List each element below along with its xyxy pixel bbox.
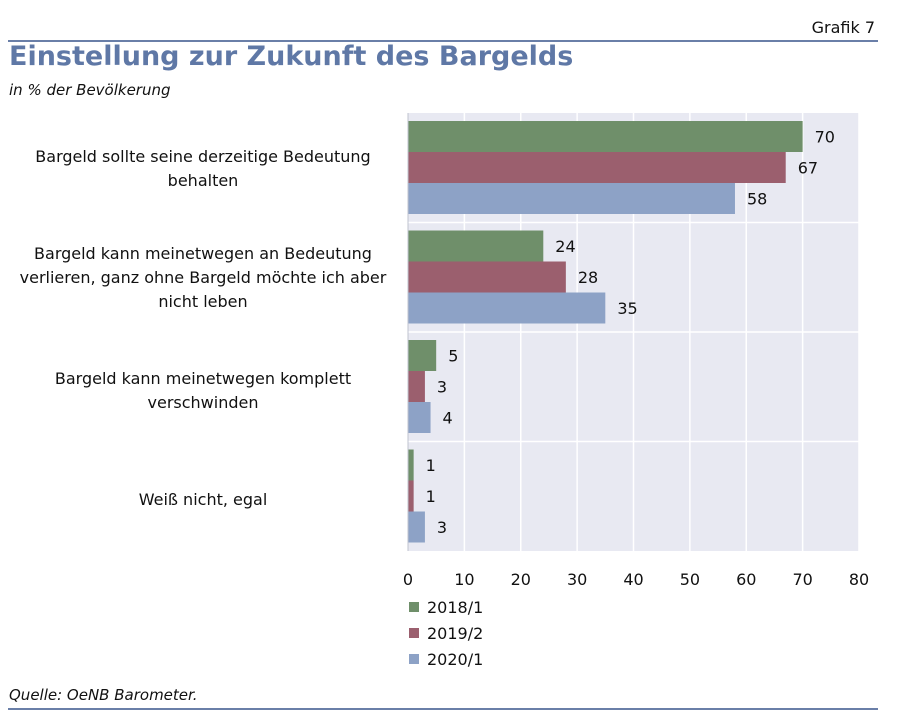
data-label-2018-1-cat4: 1 [426, 456, 436, 475]
bar-2019-2-cat2 [408, 261, 566, 293]
data-label-2018-1-cat2: 24 [555, 237, 575, 256]
footer-rule [8, 708, 878, 710]
chart-number-label: Grafik 7 [811, 18, 875, 37]
header-rule [8, 40, 878, 42]
data-label-2020-1-cat1: 58 [747, 190, 767, 209]
category-label-keep-importance: Bargeld sollte seine derzeitige Bedeutun… [35, 147, 371, 190]
bar-2018-1-cat3 [408, 340, 437, 371]
bar-2020-1-cat4 [408, 511, 425, 543]
x-tick-label-70: 70 [792, 570, 812, 589]
legend: 2018/1 2019/2 2020/1 [409, 594, 483, 672]
x-tick-label-0: 0 [403, 570, 413, 589]
legend-item-2018: 2018/1 [409, 594, 483, 620]
category-label-disappear: Bargeld kann meinetwegen komplett versch… [54, 369, 352, 412]
source-note: Quelle: OeNB Barometer. [9, 686, 198, 704]
bar-2019-2-cat4 [408, 480, 414, 512]
legend-swatch-2018 [409, 602, 419, 612]
bar-2018-1-cat4 [408, 449, 414, 481]
bar-2020-1-cat1 [408, 183, 735, 214]
data-label-2019-2-cat1: 67 [798, 159, 818, 178]
category-label-dont-know: Weiß nicht, egal [138, 490, 268, 509]
bar-2018-1-cat1 [408, 121, 803, 152]
data-label-2019-2-cat3: 3 [437, 378, 447, 397]
data-label-2020-1-cat2: 35 [617, 299, 637, 318]
x-tick-label-40: 40 [623, 570, 643, 589]
legend-swatch-2019 [409, 628, 419, 638]
bar-2020-1-cat3 [408, 402, 431, 433]
legend-label-2019: 2019/2 [427, 623, 484, 643]
x-tick-label-20: 20 [511, 570, 531, 589]
bar-2019-2-cat3 [408, 371, 425, 402]
x-tick-label-30: 30 [567, 570, 587, 589]
legend-item-2020: 2020/1 [409, 646, 483, 672]
category-label-lose-importance: Bargeld kann meinetwegen an Bedeutung ve… [19, 244, 387, 311]
legend-swatch-2020 [409, 654, 419, 664]
x-tick-label-50: 50 [680, 570, 700, 589]
data-label-2018-1-cat3: 5 [448, 347, 458, 366]
bar-2019-2-cat1 [408, 152, 786, 183]
data-label-2020-1-cat3: 4 [443, 409, 453, 428]
legend-label-2020: 2020/1 [427, 649, 484, 669]
chart-title: Einstellung zur Zukunft des Bargelds [9, 41, 574, 72]
legend-label-2018: 2018/1 [427, 597, 484, 617]
data-label-2018-1-cat1: 70 [815, 128, 835, 147]
x-tick-label-60: 60 [736, 570, 756, 589]
data-label-2019-2-cat2: 28 [578, 268, 598, 287]
data-label-2019-2-cat4: 1 [426, 487, 436, 506]
bar-2018-1-cat2 [408, 230, 544, 262]
x-tick-label-80: 80 [849, 570, 869, 589]
bar-2020-1-cat2 [408, 292, 606, 324]
chart-subtitle: in % der Bevölkerung [9, 81, 171, 99]
legend-item-2019: 2019/2 [409, 620, 483, 646]
data-label-2020-1-cat4: 3 [437, 518, 447, 537]
x-tick-label-10: 10 [454, 570, 474, 589]
